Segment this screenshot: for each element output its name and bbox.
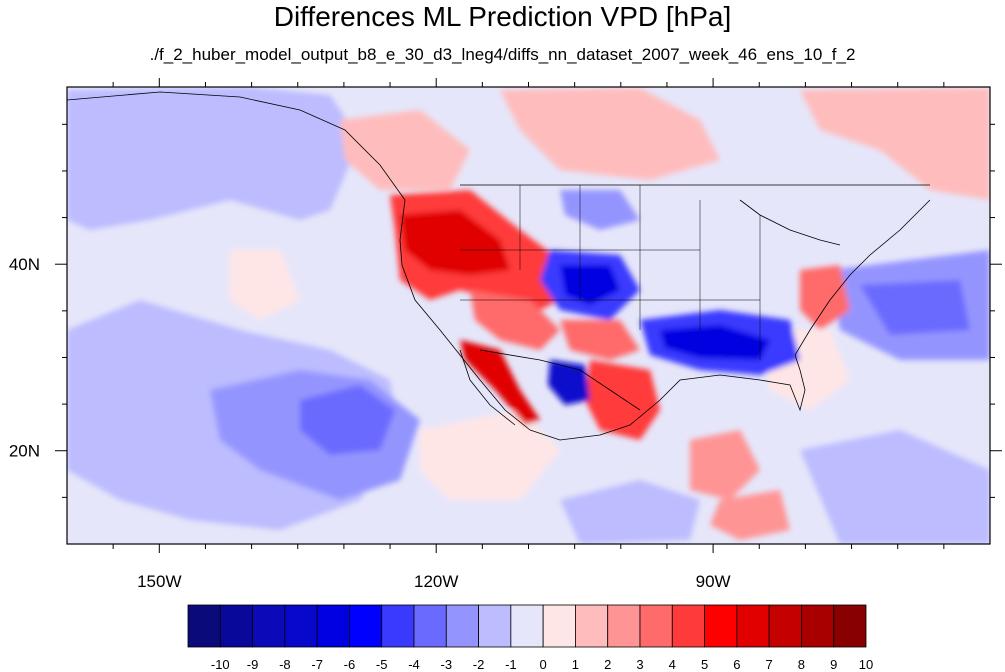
colorbar-label: 3	[636, 657, 643, 672]
field-blob	[420, 410, 560, 500]
colorbar-label: 6	[733, 657, 740, 672]
colorbar-label: 5	[701, 657, 708, 672]
field-blob	[500, 88, 720, 180]
x-tick-label: 120W	[414, 572, 458, 591]
colorbar-label: 7	[766, 657, 773, 672]
colorbar-swatch	[801, 604, 835, 648]
colorbar-swatch	[349, 604, 383, 648]
colorbar-swatch	[639, 604, 673, 648]
colorbar-swatch	[671, 604, 705, 648]
colorbar-label: -10	[211, 657, 230, 672]
coastlines-and-borders	[67, 91, 931, 441]
us-mexico-border	[479, 349, 641, 411]
colorbar-label: -2	[473, 657, 485, 672]
colorbar-label: 8	[798, 657, 805, 672]
colorbar-swatch	[413, 604, 447, 648]
field-blob	[585, 360, 660, 440]
colorbar-label: -5	[376, 657, 388, 672]
colorbar-label: -7	[311, 657, 323, 672]
colorbar-swatch	[316, 604, 350, 648]
colorbar-swatch	[607, 604, 641, 648]
colorbar-swatch	[381, 604, 415, 648]
colorbar-swatch	[736, 604, 770, 648]
field-blob	[690, 430, 760, 500]
colorbar-label: -1	[505, 657, 517, 672]
field-blob	[660, 325, 770, 360]
field-blob	[470, 290, 560, 350]
field-blob	[800, 265, 850, 330]
x-axis: 150W 120W 90W	[112, 78, 945, 591]
map-plot-area	[67, 87, 990, 544]
y-tick-label: 20N	[9, 442, 40, 461]
colorbar-label: -6	[344, 657, 356, 672]
state-borders	[460, 185, 761, 360]
field-blob	[560, 265, 620, 305]
field-blob	[710, 490, 790, 540]
field-blob	[400, 210, 510, 275]
colorbar-label: -9	[247, 657, 259, 672]
map-subtitle: ./f_2_huber_model_output_b8_e_30_d3_lneg…	[149, 45, 856, 64]
field-blob	[300, 385, 395, 455]
colorbar-swatch	[833, 604, 867, 648]
field-blob	[800, 430, 990, 544]
colorbar-swatch	[575, 604, 609, 648]
y-tick-label: 40N	[9, 255, 40, 274]
colorbar-swatch	[478, 604, 512, 648]
colorbar-label: -3	[441, 657, 453, 672]
field-blob	[230, 250, 300, 320]
colorbar-swatch	[542, 604, 576, 648]
pacific-coastline	[67, 91, 531, 431]
colorbar-swatch	[252, 604, 286, 648]
colorbar-label: -8	[279, 657, 291, 672]
field-blob	[860, 280, 970, 335]
colorbar-swatch	[704, 604, 738, 648]
colorbar-swatch	[445, 604, 479, 648]
x-tick-label: 150W	[137, 572, 181, 591]
colorbar-label: 4	[669, 657, 676, 672]
great-lakes-outline	[739, 199, 841, 246]
colorbar-swatch	[768, 604, 802, 648]
field-blob	[560, 480, 700, 544]
colorbar-swatch	[187, 604, 221, 648]
colorbar-label: 9	[830, 657, 837, 672]
field-blob	[340, 110, 470, 190]
colorbar-label: 1	[572, 657, 579, 672]
field-blob	[560, 320, 640, 360]
colorbar-label: -4	[408, 657, 420, 672]
field-blob	[800, 88, 990, 200]
baja-california-outline	[459, 349, 516, 426]
map-title: Differences ML Prediction VPD [hPa]	[273, 1, 732, 32]
field-blob	[460, 340, 540, 425]
field-blob	[67, 87, 360, 230]
colorbar-swatch	[284, 604, 318, 648]
colorbar-label: 2	[604, 657, 611, 672]
colorbar-label: 0	[540, 657, 547, 672]
atlantic-gulf-coastline	[529, 199, 931, 441]
field-blob	[548, 360, 590, 405]
y-axis: 40N 20N	[9, 123, 1002, 498]
colorbar-swatch	[510, 604, 544, 648]
colorbar-label: 10	[859, 657, 873, 672]
vpd-difference-field	[67, 87, 990, 544]
colorbar-swatch	[219, 604, 253, 648]
colorbar: -10 -9 -8 -7 -6 -5 -4 -3 -2 -1 0 1 2 3 4 5 6 7 8 9 10	[187, 604, 873, 672]
x-tick-label: 90W	[696, 572, 731, 591]
